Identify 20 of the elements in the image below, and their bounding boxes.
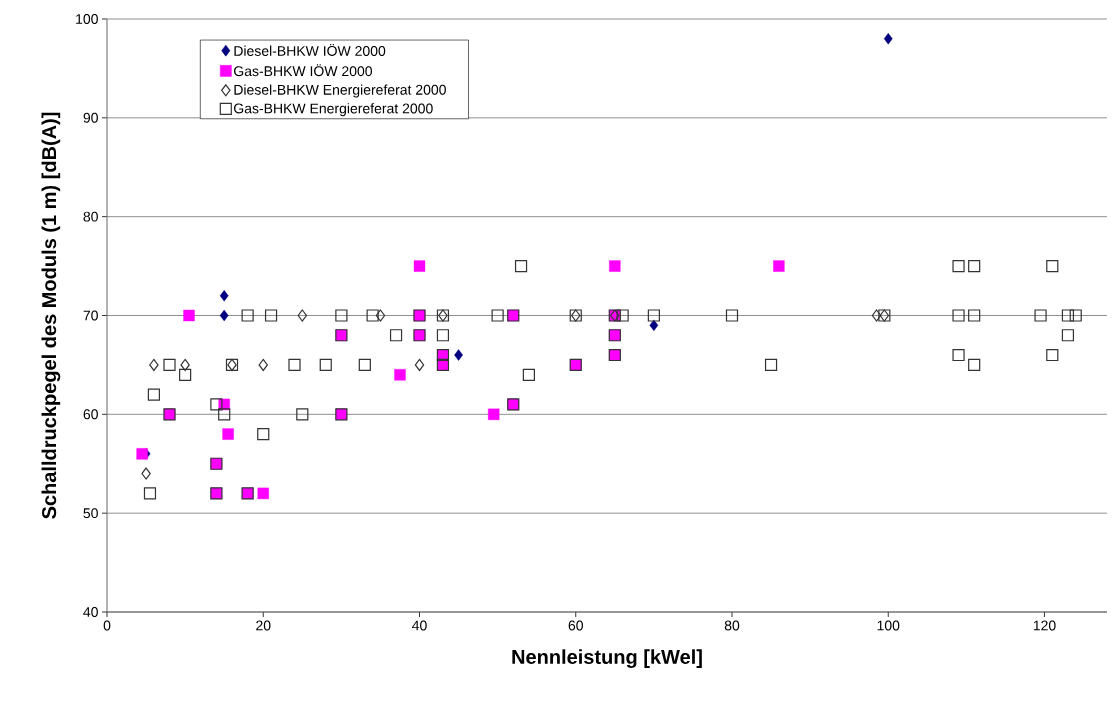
x-tick-label: 40 bbox=[412, 620, 427, 631]
x-tick-label: 60 bbox=[568, 620, 583, 631]
y-tick-label: 90 bbox=[83, 112, 98, 123]
x-tick-label: 100 bbox=[877, 620, 900, 631]
x-tick-label: 80 bbox=[724, 620, 740, 631]
y-tick-label: 60 bbox=[83, 409, 98, 420]
y-tick-label: 70 bbox=[83, 310, 98, 321]
y-tick-label: 40 bbox=[83, 607, 98, 617]
x-tick-label: 0 bbox=[103, 620, 111, 631]
x-tick-label: 120 bbox=[1033, 620, 1056, 631]
legend-label: Diesel-BHKW IÖW 2000 bbox=[234, 44, 386, 56]
legend-label: Diesel-BHKW Energiereferat 2000 bbox=[234, 84, 446, 98]
y-tick-label: 50 bbox=[83, 508, 98, 519]
y-tick-label: 100 bbox=[76, 14, 98, 24]
legend-label: Gas-BHKW IÖW 2000 bbox=[234, 64, 373, 77]
y-tick-label: 80 bbox=[83, 211, 98, 222]
y-axis-title: Schalldruckpegel des Moduls (1 m) [dB(A)] bbox=[41, 112, 61, 519]
legend-label: Gas-BHKW Energiereferat 2000 bbox=[234, 103, 433, 117]
x-tick-label: 20 bbox=[256, 620, 271, 631]
x-axis-title: Nennleistung [kWel] bbox=[512, 649, 702, 669]
